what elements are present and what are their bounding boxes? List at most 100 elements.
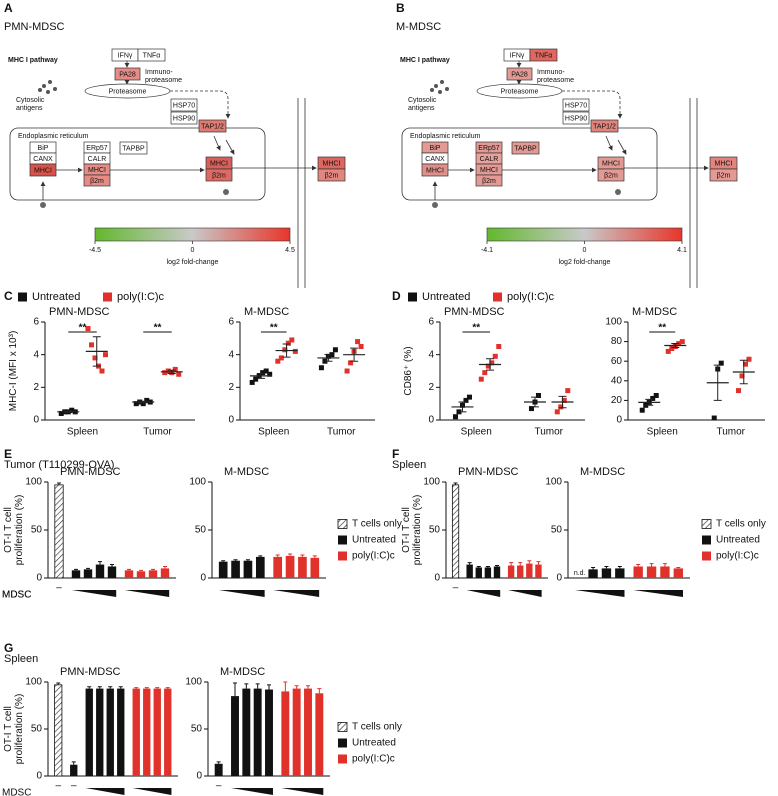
panel-label: B: [396, 1, 405, 15]
y-tick-label: 0: [196, 771, 202, 782]
y-tick-label: 6: [228, 317, 234, 328]
panel-label: G: [4, 641, 13, 655]
data-point: [496, 344, 502, 349]
bar: [214, 763, 223, 776]
data-point: [253, 376, 259, 382]
error-bar: [87, 686, 92, 689]
bar: [588, 569, 598, 578]
bar: [615, 568, 625, 578]
sem-bar: [671, 343, 680, 348]
antigen-icon: [434, 84, 438, 88]
protein-icon: [432, 202, 438, 208]
subplot-title: M-MDSC: [632, 306, 677, 318]
data-point: [249, 379, 255, 385]
antigen-icon: [440, 80, 444, 84]
error-bar: [518, 562, 523, 566]
node-text-line: antigens: [408, 105, 435, 112]
data-point: [565, 388, 571, 394]
node-box: [529, 48, 558, 62]
bar: [243, 560, 253, 578]
bar: [242, 688, 251, 776]
y-tick-label: 50: [429, 525, 441, 536]
node-box: [170, 111, 198, 125]
panel-title: Tumor (T110299-OVA): [4, 459, 114, 471]
subplot-title: M-MDSC: [224, 466, 269, 478]
data-point: [743, 361, 749, 367]
y-axis-label-line: proliferation (%): [412, 495, 423, 566]
error-bar: [74, 568, 78, 571]
error-bar: [649, 563, 654, 567]
bar: [70, 764, 78, 776]
x-tick-label: –: [55, 781, 61, 792]
node-label: MHCI: [480, 167, 498, 174]
error-bar: [144, 687, 149, 689]
error-bar: [258, 555, 263, 557]
colorbar-tick-label: -4.5: [89, 247, 101, 254]
y-tick-label: 50: [31, 724, 43, 735]
data-point: [463, 397, 469, 403]
bar: [255, 556, 265, 578]
sem-bar: [558, 395, 567, 409]
bar: [673, 568, 683, 578]
y-tick-label: 4: [428, 349, 434, 360]
y-tick-label: 0: [616, 415, 622, 426]
sem-bar: [530, 396, 539, 408]
legend-label: Untreated: [352, 738, 396, 749]
x-tick-label: Spleen: [647, 427, 678, 438]
bar: [526, 563, 533, 578]
colorbar-tick-label: 0: [191, 247, 195, 254]
y-axis-label: OT-I T cellproliferation (%): [401, 495, 423, 566]
y-tick-label: 0: [556, 573, 562, 584]
y-tick-label: 50: [551, 525, 563, 536]
y-axis-label: MHC-I (MFI x 10³): [8, 331, 19, 412]
error-bar: [485, 565, 490, 568]
data-point: [739, 373, 745, 379]
data-point: [58, 410, 64, 416]
bar: [54, 484, 64, 579]
node-label: TNFα: [143, 52, 161, 59]
bar: [304, 688, 312, 776]
colorbar-label: log2 fold-change: [559, 259, 611, 266]
error-bar: [57, 482, 61, 485]
antigen-icon: [46, 90, 50, 94]
node-label: β2m: [212, 172, 226, 179]
data-point: [289, 337, 295, 343]
data-point: [260, 370, 266, 376]
node-box: [475, 174, 503, 187]
y-tick-label: 0: [36, 573, 42, 584]
x-tick-label: Tumor: [327, 427, 356, 438]
node-label: HSP90: [565, 115, 587, 122]
bar: [107, 566, 117, 578]
bar: [231, 696, 239, 776]
error-bar: [536, 561, 541, 565]
dashed-arrow: [170, 90, 231, 119]
legend-label: Untreated: [352, 535, 396, 546]
error-bar: [300, 554, 305, 557]
dose-wedge: [507, 590, 542, 597]
node-box: [511, 141, 540, 155]
error-bar: [617, 565, 622, 569]
x-tick-label: Tumor: [534, 427, 563, 438]
x-tick-label: Tumor: [716, 427, 745, 438]
dose-wedge: [218, 590, 265, 597]
dose-wedge: [633, 590, 683, 597]
bar: [507, 565, 515, 578]
node-label: β2m: [482, 178, 496, 185]
y-axis-label-line: OT-I T cell: [401, 507, 412, 553]
data-point: [485, 363, 491, 369]
node-label: β2m: [90, 178, 104, 185]
y-tick-label: 60: [611, 356, 623, 367]
error-bar: [245, 559, 250, 561]
node-label: CANX: [425, 156, 445, 163]
dose-wedge: [71, 590, 117, 597]
node-label: MHCI: [210, 160, 228, 167]
diagram: A PMN-MDSC MHC I pathway IFNγ TNFα PA28 Immuno…: [4, 1, 346, 288]
y-tick-label: 100: [423, 477, 440, 488]
error-bar: [110, 564, 114, 567]
antigen-icon: [430, 88, 434, 92]
error-bar: [275, 554, 280, 557]
legend-swatch: [702, 551, 711, 561]
data-point: [736, 388, 742, 394]
y-tick-label: 0: [36, 771, 42, 782]
arrow: [213, 135, 221, 151]
